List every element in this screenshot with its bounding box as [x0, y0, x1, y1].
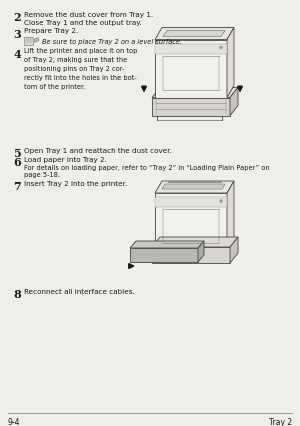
Text: 8: 8: [13, 288, 21, 299]
Text: 3: 3: [13, 29, 21, 40]
Text: 2: 2: [13, 12, 21, 23]
Text: Reconnect all interface cables.: Reconnect all interface cables.: [24, 288, 135, 294]
Polygon shape: [162, 184, 225, 190]
Polygon shape: [163, 32, 225, 37]
Polygon shape: [155, 29, 234, 40]
Polygon shape: [227, 181, 234, 251]
Text: Load paper into Tray 2.: Load paper into Tray 2.: [24, 157, 107, 163]
Text: 7: 7: [13, 181, 21, 192]
Text: Insert Tray 2 into the printer.: Insert Tray 2 into the printer.: [24, 181, 127, 187]
Text: Tray 2: Tray 2: [269, 417, 292, 426]
Polygon shape: [152, 88, 238, 98]
Text: 6: 6: [13, 157, 21, 168]
Polygon shape: [230, 237, 238, 263]
Text: Prepare Tray 2.: Prepare Tray 2.: [24, 29, 78, 35]
Text: 9-4: 9-4: [8, 417, 20, 426]
Text: For details on loading paper, refer to “Tray 2” in “Loading Plain Paper” on: For details on loading paper, refer to “…: [24, 164, 270, 170]
Circle shape: [220, 47, 223, 50]
Polygon shape: [34, 38, 39, 43]
Text: Close Tray 1 and the output tray.: Close Tray 1 and the output tray.: [24, 20, 142, 26]
Polygon shape: [230, 88, 238, 116]
Polygon shape: [155, 181, 234, 193]
Text: Remove the dust cover from Tray 1.: Remove the dust cover from Tray 1.: [24, 12, 153, 18]
Polygon shape: [152, 98, 230, 116]
Polygon shape: [24, 37, 33, 46]
Polygon shape: [198, 242, 204, 262]
Polygon shape: [152, 237, 238, 248]
Text: Lift the printer and place it on top
of Tray 2, making sure that the
positioning: Lift the printer and place it on top of …: [24, 49, 137, 89]
Text: Open Tray 1 and reattach the dust cover.: Open Tray 1 and reattach the dust cover.: [24, 148, 172, 154]
Polygon shape: [227, 29, 234, 98]
Text: page 5-18.: page 5-18.: [24, 172, 60, 178]
Polygon shape: [155, 40, 227, 98]
Polygon shape: [155, 198, 227, 207]
Text: Be sure to place Tray 2 on a level surface.: Be sure to place Tray 2 on a level surfa…: [42, 38, 182, 44]
Polygon shape: [152, 248, 230, 263]
Text: 4: 4: [13, 49, 21, 59]
Polygon shape: [155, 44, 227, 55]
Polygon shape: [155, 193, 227, 251]
Text: 5: 5: [13, 148, 21, 159]
Polygon shape: [130, 242, 204, 248]
Circle shape: [220, 200, 223, 203]
Polygon shape: [130, 248, 198, 262]
